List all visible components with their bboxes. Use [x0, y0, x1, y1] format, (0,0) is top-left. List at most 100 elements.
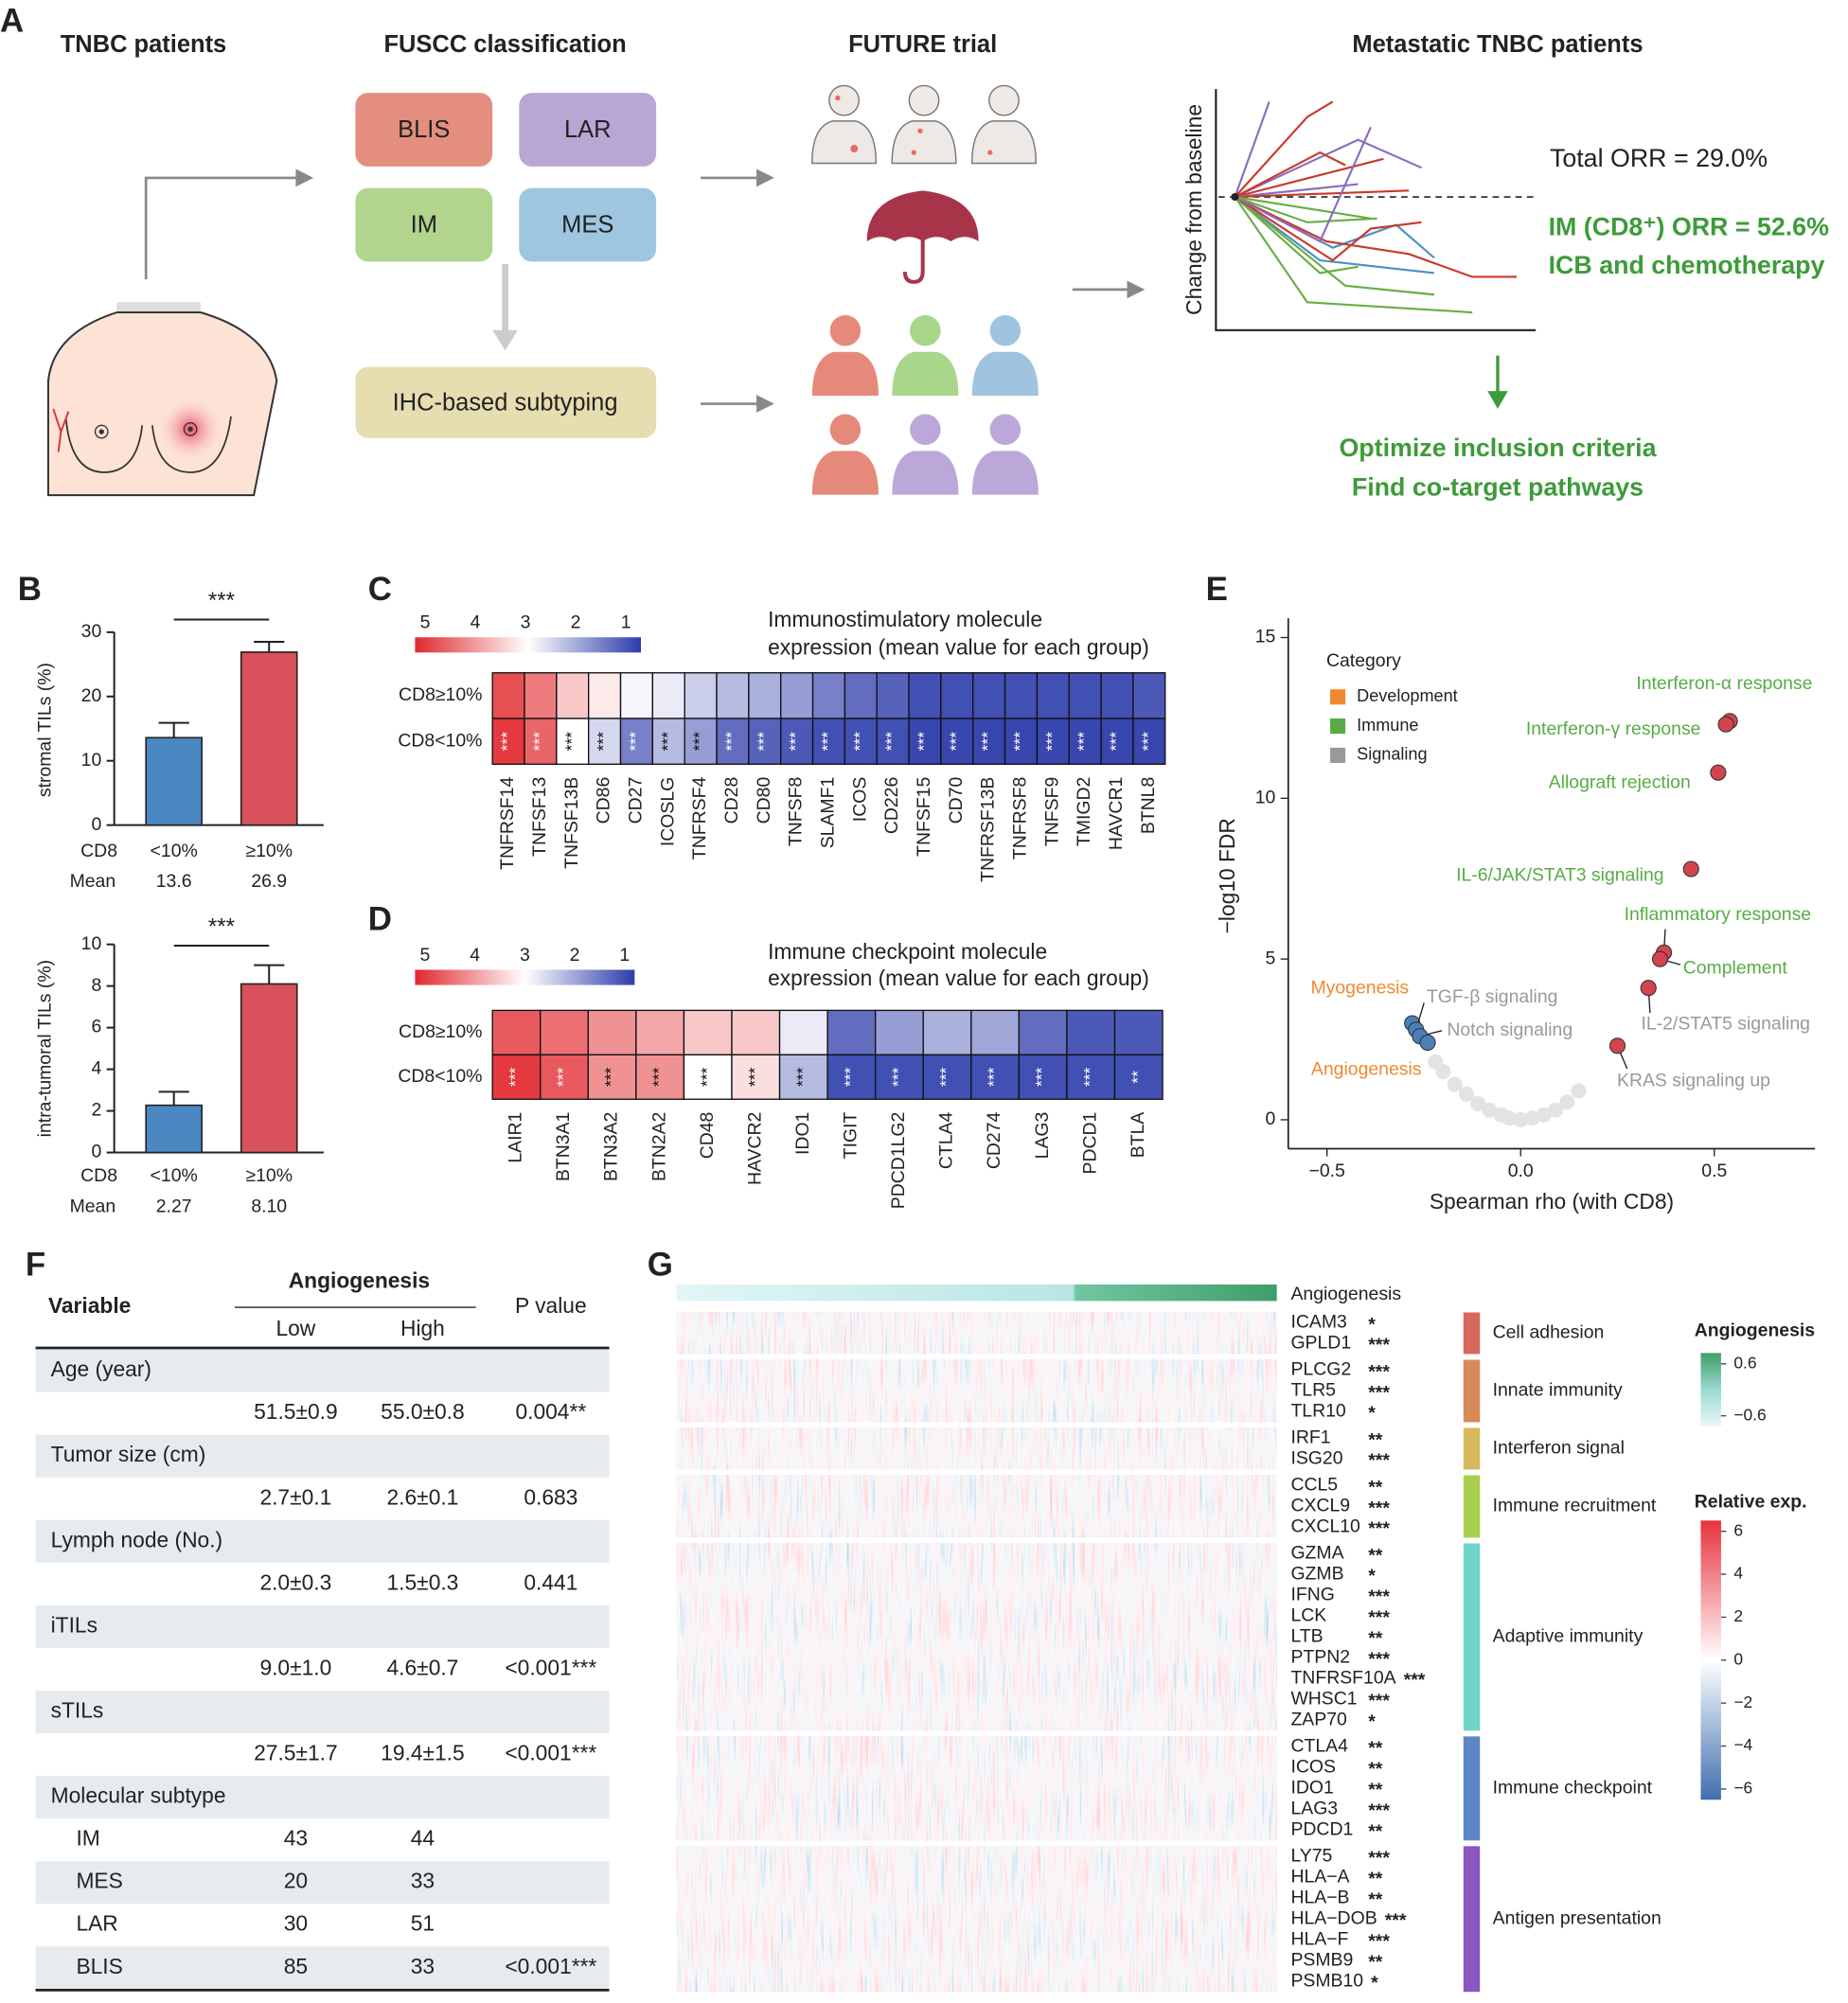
subtype-box [355, 187, 493, 262]
legend-label: Signaling [1357, 745, 1427, 764]
point-label: Angiogenesis [1311, 1059, 1422, 1080]
table-cell: 51.5±0.9 [254, 1399, 338, 1424]
point [1559, 1094, 1575, 1110]
expression-block [676, 1846, 1277, 1993]
group-label: Adaptive immunity [1493, 1626, 1644, 1647]
heatmap-cell [780, 718, 814, 765]
orr-text: IM (CD8⁺) ORR = 52.6% [1549, 213, 1829, 241]
y-tick-label: 30 [81, 621, 102, 642]
significance: *** [1368, 1518, 1390, 1539]
significance: *** [208, 588, 236, 613]
mean-value: 8.10 [251, 1196, 287, 1216]
group-label: Innate immunity [1493, 1380, 1623, 1401]
significance: *** [985, 1067, 1004, 1087]
x-tick-label: 0.5 [1701, 1161, 1727, 1181]
significance: *** [754, 732, 773, 752]
significance: *** [506, 1067, 524, 1087]
column-label: CD80 [754, 777, 774, 824]
significance: *** [818, 732, 837, 752]
heatmap-cell [1068, 672, 1102, 719]
column-label: PDCD1LG2 [888, 1112, 909, 1210]
legend-label: Immune [1357, 716, 1418, 735]
significance: *** [1138, 732, 1157, 752]
point [1682, 860, 1699, 877]
heatmap-cell [844, 672, 878, 719]
significance: *** [1042, 732, 1061, 752]
y-tick-label: 20 [81, 685, 102, 706]
gene-label: HLA−DOB [1290, 1907, 1377, 1928]
group-bar [1463, 1359, 1481, 1423]
significance: *** [690, 732, 709, 752]
significance: ** [1368, 1869, 1383, 1889]
point-label: Allograft rejection [1549, 772, 1691, 793]
point [1447, 1076, 1463, 1092]
row-label: sTILs [51, 1698, 104, 1723]
chart-title: Immune checkpoint molecule [768, 939, 1047, 964]
gene-label: HLA−A [1290, 1866, 1349, 1887]
point-label: IL-6/JAK/STAT3 signaling [1456, 864, 1664, 885]
significance: * [1368, 1403, 1376, 1424]
expression-block [676, 1475, 1277, 1538]
heatmap-cell [908, 672, 942, 719]
significance: ** [1368, 1952, 1383, 1973]
point [1710, 764, 1727, 781]
table-cell: 51 [411, 1911, 435, 1936]
table-cell: 4.6±0.7 [387, 1655, 459, 1679]
significance: *** [208, 914, 236, 940]
column-label: CD28 [721, 777, 742, 824]
significance: *** [658, 732, 677, 752]
column-label: LAIR1 [506, 1112, 526, 1163]
group-label: Immune recruitment [1493, 1496, 1657, 1516]
group-bar [1463, 1543, 1481, 1731]
panel-letter: F [26, 1246, 45, 1283]
y-tick-label: 2 [91, 1100, 101, 1121]
group-label: Cell adhesion [1493, 1322, 1605, 1343]
mean-value: 13.6 [156, 871, 192, 892]
significance: *** [889, 1067, 908, 1087]
heatmap-cell [588, 672, 622, 719]
heatmap-cell [491, 1054, 542, 1100]
significance: *** [978, 732, 997, 752]
significance: *** [1010, 732, 1029, 752]
x-label: CD8 [80, 841, 117, 861]
column-label: BTN3A2 [601, 1112, 622, 1181]
heatmap-cell [651, 718, 685, 765]
gene-label: IRF1 [1290, 1427, 1330, 1448]
heatmap-cell [748, 718, 782, 765]
row-shade [35, 1690, 610, 1734]
colorbar-tick-label: 2 [571, 612, 581, 633]
table-header: Variable [48, 1293, 131, 1318]
heatmap-cell [556, 718, 590, 765]
bar [145, 1104, 203, 1154]
legend-swatch [1330, 718, 1346, 735]
heatmap-cell [748, 672, 782, 719]
heading: Metastatic TNBC patients [1352, 31, 1643, 58]
point [1536, 1107, 1552, 1123]
row-label: IM [76, 1826, 99, 1851]
gene-label: TNFRSF10A [1290, 1668, 1395, 1689]
heatmap-cell [635, 1054, 685, 1100]
gene-label: ICAM3 [1290, 1312, 1346, 1333]
table-header: Low [275, 1316, 315, 1340]
heatmap-cell [524, 718, 558, 765]
colorbar-tick-label: 3 [521, 612, 531, 633]
heatmap-cell [491, 672, 525, 719]
colorbar-tick-label: 4 [471, 612, 481, 633]
column-label: TNFSF8 [786, 777, 807, 846]
heatmap-cell [875, 1009, 924, 1055]
heatmap-cell [922, 1009, 972, 1055]
heatmap-cell [811, 672, 846, 719]
point [1458, 1086, 1474, 1102]
heatmap-cell [716, 718, 750, 765]
gene-label: GZMB [1290, 1564, 1343, 1585]
heatmap-cell [731, 1054, 781, 1100]
row-shade [35, 1519, 610, 1563]
heatmap-cell [556, 672, 590, 719]
subtype-box [519, 93, 657, 167]
gene-label: PDCD1 [1290, 1818, 1353, 1839]
y-tick-label: 0 [1266, 1108, 1276, 1129]
table-cell: 85 [284, 1954, 308, 1978]
significance: *** [882, 732, 901, 752]
subtype-box [519, 187, 657, 262]
point [1640, 980, 1657, 997]
